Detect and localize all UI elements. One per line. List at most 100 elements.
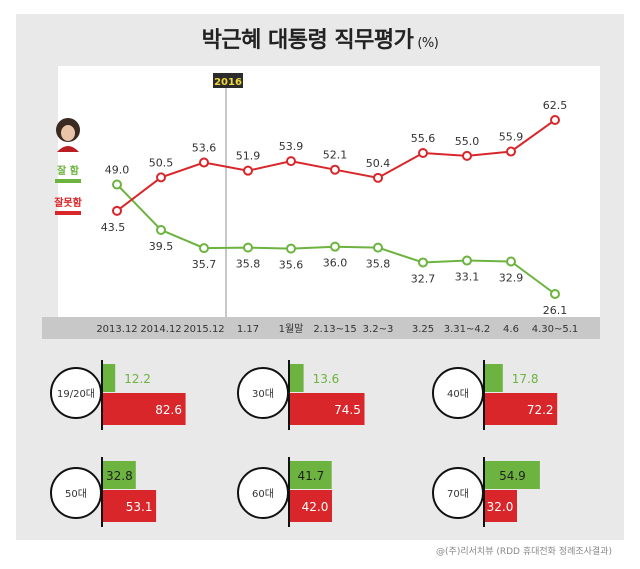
approve-bar	[290, 364, 304, 392]
year-marker-label: 2016	[214, 77, 242, 88]
legend-approve-label: 잘 함	[57, 164, 80, 177]
age-group-2: 40대 17.8 72.2	[432, 360, 558, 430]
approve-data-label: 26.1	[543, 304, 568, 317]
approve-bar-label: 12.2	[124, 372, 151, 386]
x-tick-label: 3.2~3	[363, 324, 394, 335]
legend-disapprove-swatch	[55, 211, 81, 215]
x-tick-label: 2015.12	[183, 324, 224, 335]
approve-point	[418, 257, 428, 268]
approve-data-label: 33.1	[455, 271, 480, 284]
x-tick-label: 3.31~4.2	[444, 324, 491, 335]
disapprove-bar-label: 72.2	[527, 403, 554, 417]
age-group-1: 30대 13.6 74.5	[237, 360, 365, 430]
age-bar-charts: 19/20대 12.2 82.6 30대 13.6 74.5 40대 17.8 72.2 50대 3…	[50, 360, 558, 527]
age-group-label: 30대	[252, 388, 274, 400]
approve-point	[199, 243, 209, 254]
age-group-label: 40대	[447, 388, 469, 400]
approve-point	[550, 289, 560, 299]
approve-point	[506, 256, 516, 267]
approve-bar-label: 13.6	[313, 372, 340, 386]
approve-data-label: 35.7	[192, 258, 217, 271]
approve-data-label: 39.5	[149, 240, 174, 253]
approve-bar	[485, 364, 503, 392]
approve-point	[462, 255, 472, 266]
disapprove-point	[156, 172, 166, 183]
disapprove-bar	[103, 490, 157, 522]
approve-bar-label: 17.8	[512, 372, 539, 386]
approve-data-label: 36.0	[323, 257, 348, 270]
x-tick-label: 2014.12	[140, 324, 181, 335]
disapprove-data-label: 50.5	[149, 156, 174, 169]
age-group-4: 60대 41.7 42.0	[237, 457, 332, 527]
approve-point	[112, 179, 122, 190]
disapprove-bar-label: 53.1	[126, 500, 153, 514]
approve-bar-label: 54.9	[499, 469, 526, 483]
disapprove-data-label: 52.1	[323, 149, 348, 162]
approve-point	[373, 242, 383, 253]
approve-bar-label: 32.8	[106, 469, 133, 483]
x-tick-label: 2.13~15	[313, 324, 356, 335]
approve-data-label: 32.9	[499, 271, 524, 284]
x-tick-label: 1월말	[279, 323, 304, 335]
approve-bar	[290, 461, 332, 489]
approve-data-label: 32.7	[411, 272, 436, 285]
approve-bar	[103, 461, 136, 489]
legend-disapprove-label: 잘못함	[54, 196, 82, 209]
source-credit: @(주)리서치뷰 (RDD 휴대전화 정례조사결과)	[436, 547, 612, 557]
disapprove-bar	[290, 490, 332, 522]
line-chart: 2013.12 2014.12 2015.12 1.17 1월말 2.13~15 3.2~3…	[96, 99, 578, 335]
disapprove-point	[462, 150, 472, 161]
approve-data-label: 49.0	[105, 164, 130, 177]
disapprove-data-label: 62.5	[543, 99, 568, 112]
x-tick-label: 1.17	[237, 324, 259, 335]
disapprove-data-label: 53.6	[192, 142, 217, 155]
disapprove-point	[112, 205, 122, 216]
disapprove-bar	[485, 393, 558, 425]
approve-point	[286, 243, 296, 254]
approve-bar	[485, 461, 540, 489]
disapprove-data-label: 50.4	[366, 157, 391, 170]
title-text: 박근혜 대통령 직무평가	[201, 28, 414, 53]
disapprove-point	[243, 165, 253, 176]
disapprove-data-label: 53.9	[279, 140, 304, 153]
portrait-icon	[56, 118, 80, 152]
approve-bar-label: 41.7	[297, 469, 324, 483]
x-tick-label: 2013.12	[96, 324, 137, 335]
disapprove-bar-label: 82.6	[155, 403, 182, 417]
page-title: 박근혜 대통령 직무평가 (%)	[0, 22, 640, 54]
approve-bar	[103, 364, 116, 392]
disapprove-point	[550, 115, 560, 125]
age-group-0: 19/20대 12.2 82.6	[50, 360, 186, 430]
age-group-label: 70대	[447, 488, 469, 500]
disapprove-bar-label: 74.5	[334, 403, 361, 417]
x-tick-label: 4.6	[503, 324, 519, 335]
disapprove-data-label: 51.9	[236, 150, 261, 163]
year-marker-box	[213, 73, 243, 88]
plot-area	[58, 66, 600, 317]
approve-data-label: 35.8	[236, 258, 261, 271]
age-group-5: 70대 54.9 32.0	[432, 457, 540, 527]
disapprove-data-label: 43.5	[101, 221, 126, 234]
approve-point	[156, 224, 166, 235]
legend: 잘 함 잘못함	[54, 118, 83, 215]
disapprove-bar	[103, 393, 186, 425]
disapprove-point	[286, 156, 296, 167]
age-group-3: 50대 32.8 53.1	[50, 457, 157, 527]
disapprove-bar	[290, 393, 365, 425]
disapprove-data-label: 55.9	[499, 131, 524, 144]
disapprove-bar-label: 32.0	[487, 500, 514, 514]
disapprove-point	[418, 147, 428, 158]
title-unit: (%)	[417, 36, 439, 51]
age-group-label: 50대	[65, 488, 87, 500]
disapprove-point	[330, 164, 340, 175]
approve-data-label: 35.6	[279, 259, 304, 272]
age-group-label: 19/20대	[57, 388, 95, 400]
disapprove-data-label: 55.6	[411, 132, 436, 145]
disapprove-point	[373, 172, 383, 183]
disapprove-bar-label: 42.0	[302, 500, 329, 514]
age-group-label: 60대	[252, 488, 274, 500]
legend-approve-swatch	[55, 179, 81, 183]
x-axis-band	[42, 317, 600, 339]
approve-data-label: 35.8	[366, 258, 391, 271]
